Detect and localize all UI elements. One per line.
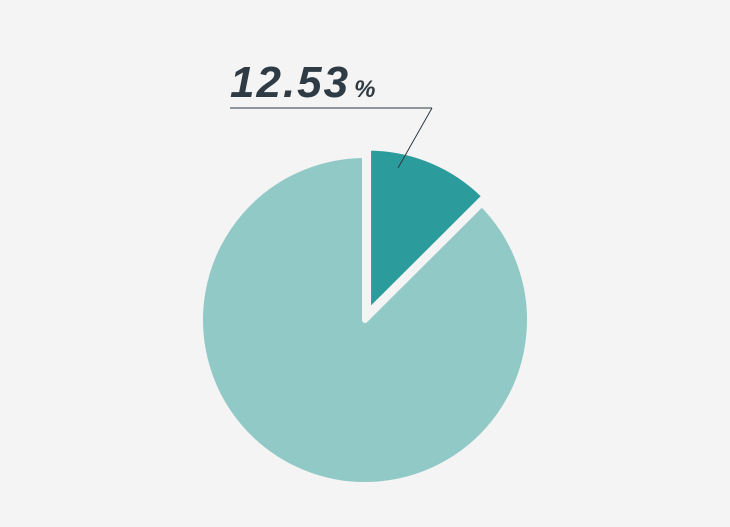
callout-label: 12.53% — [230, 58, 375, 108]
callout-percent-sign: % — [354, 76, 375, 103]
pie-chart-stage: 12.53% — [0, 0, 730, 522]
pie-slice — [200, 155, 530, 485]
callout-value: 12.53 — [230, 58, 350, 107]
